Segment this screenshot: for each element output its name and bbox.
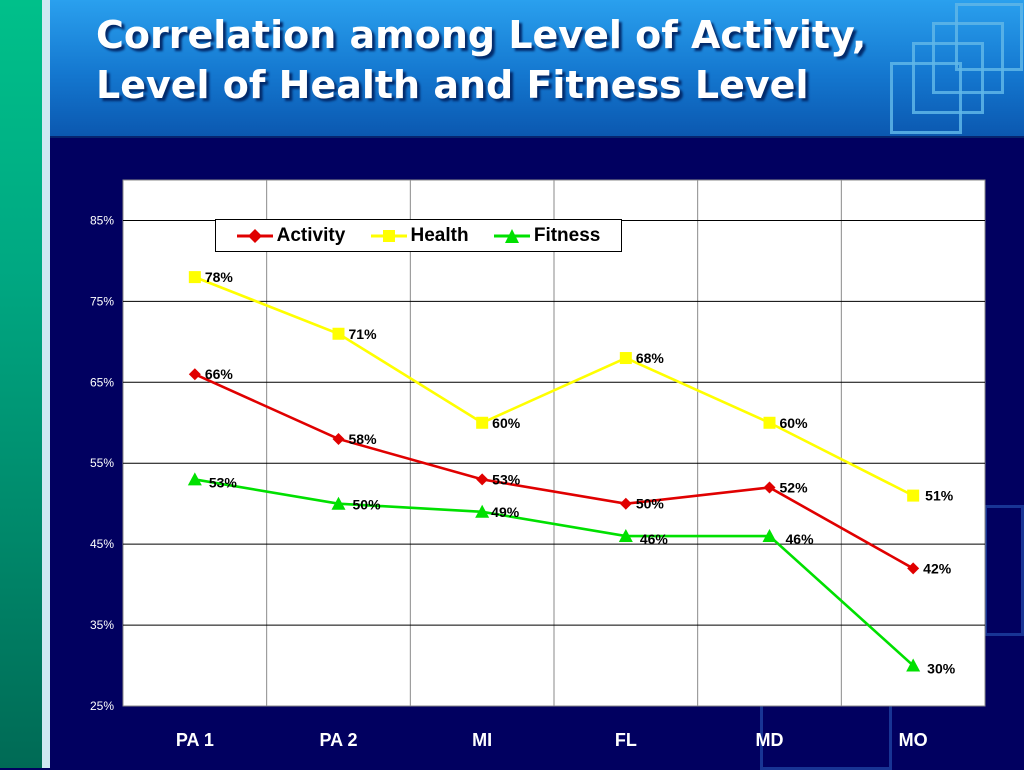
- data-label-health: 71%: [349, 326, 378, 342]
- left-divider: [42, 0, 50, 768]
- legend-item-activity: Activity: [236, 224, 346, 247]
- data-point-health: [188, 271, 201, 284]
- decor-square: [955, 3, 1023, 71]
- legend-label-activity: Activity: [276, 224, 346, 246]
- data-label-health: 68%: [636, 350, 665, 366]
- data-label-activity: 53%: [492, 471, 521, 487]
- y-tick-label: 55%: [90, 456, 114, 470]
- data-label-activity: 66%: [205, 366, 234, 382]
- data-point-activity: [907, 562, 920, 575]
- y-tick-label: 25%: [90, 699, 114, 713]
- data-point-activity: [332, 432, 345, 445]
- data-label-activity: 58%: [349, 431, 378, 447]
- x-tick-label: FL: [615, 730, 637, 750]
- slide-title-line-2: Level of Health and Fitness Level: [96, 63, 809, 107]
- y-tick-label: 35%: [90, 618, 114, 632]
- data-point-activity: [476, 473, 489, 486]
- slide-title-line-1: Correlation among Level of Activity,: [96, 13, 867, 57]
- data-point-activity: [763, 481, 776, 494]
- data-label-fitness: 46%: [640, 531, 669, 547]
- data-point-fitness: [331, 496, 346, 510]
- data-point-health: [619, 352, 632, 365]
- slide-title: Correlation among Level of Activity, Lev…: [96, 10, 956, 110]
- x-tick-label: PA 2: [319, 730, 357, 750]
- data-label-fitness: 50%: [353, 497, 382, 513]
- x-tick-label: MD: [756, 730, 784, 750]
- decor-square: [912, 42, 984, 114]
- data-label-health: 51%: [925, 488, 954, 504]
- legend-activity-marker: [236, 228, 273, 243]
- legend-item-health: Health: [370, 224, 469, 247]
- legend-fitness-marker: [493, 228, 530, 243]
- data-label-activity: 42%: [923, 560, 952, 576]
- x-tick-label: PA 1: [176, 730, 214, 750]
- data-label-health: 78%: [205, 269, 234, 285]
- series-line-activity: [194, 373, 914, 570]
- legend-health-marker: [370, 229, 407, 242]
- data-label-fitness: 46%: [786, 531, 815, 547]
- data-label-fitness: 30%: [927, 661, 956, 677]
- data-point-fitness: [187, 472, 202, 486]
- decor-square: [890, 62, 962, 134]
- data-label-activity: 50%: [636, 496, 665, 512]
- y-tick-label: 45%: [90, 537, 114, 551]
- data-point-fitness: [618, 529, 633, 543]
- data-point-fitness: [906, 658, 921, 672]
- decor-square: [932, 22, 1004, 94]
- data-point-activity: [188, 368, 201, 381]
- data-point-health: [763, 416, 776, 429]
- data-label-fitness: 49%: [491, 504, 520, 520]
- data-point-fitness: [475, 504, 490, 518]
- data-label-activity: 52%: [780, 480, 809, 496]
- left-color-band: [0, 0, 42, 768]
- data-point-fitness: [762, 529, 777, 543]
- data-point-health: [476, 416, 489, 429]
- series-line-fitness: [194, 478, 915, 667]
- y-tick-label: 85%: [90, 213, 114, 227]
- x-tick-label: MI: [472, 730, 492, 750]
- series-line-health: [194, 275, 914, 497]
- data-label-health: 60%: [780, 415, 809, 431]
- data-point-health: [907, 489, 920, 502]
- y-tick-label: 65%: [90, 375, 114, 389]
- data-label-fitness: 53%: [209, 474, 238, 490]
- title-bar: [50, 0, 1024, 138]
- data-point-health: [332, 327, 345, 340]
- legend-label-health: Health: [410, 224, 469, 246]
- y-tick-label: 75%: [90, 294, 114, 308]
- chart-legend: Activity Health Fitness: [215, 219, 622, 252]
- x-tick-label: MO: [899, 730, 928, 750]
- legend-label-fitness: Fitness: [533, 224, 601, 246]
- data-label-health: 60%: [492, 415, 521, 431]
- legend-item-fitness: Fitness: [493, 224, 601, 247]
- data-point-activity: [619, 497, 632, 510]
